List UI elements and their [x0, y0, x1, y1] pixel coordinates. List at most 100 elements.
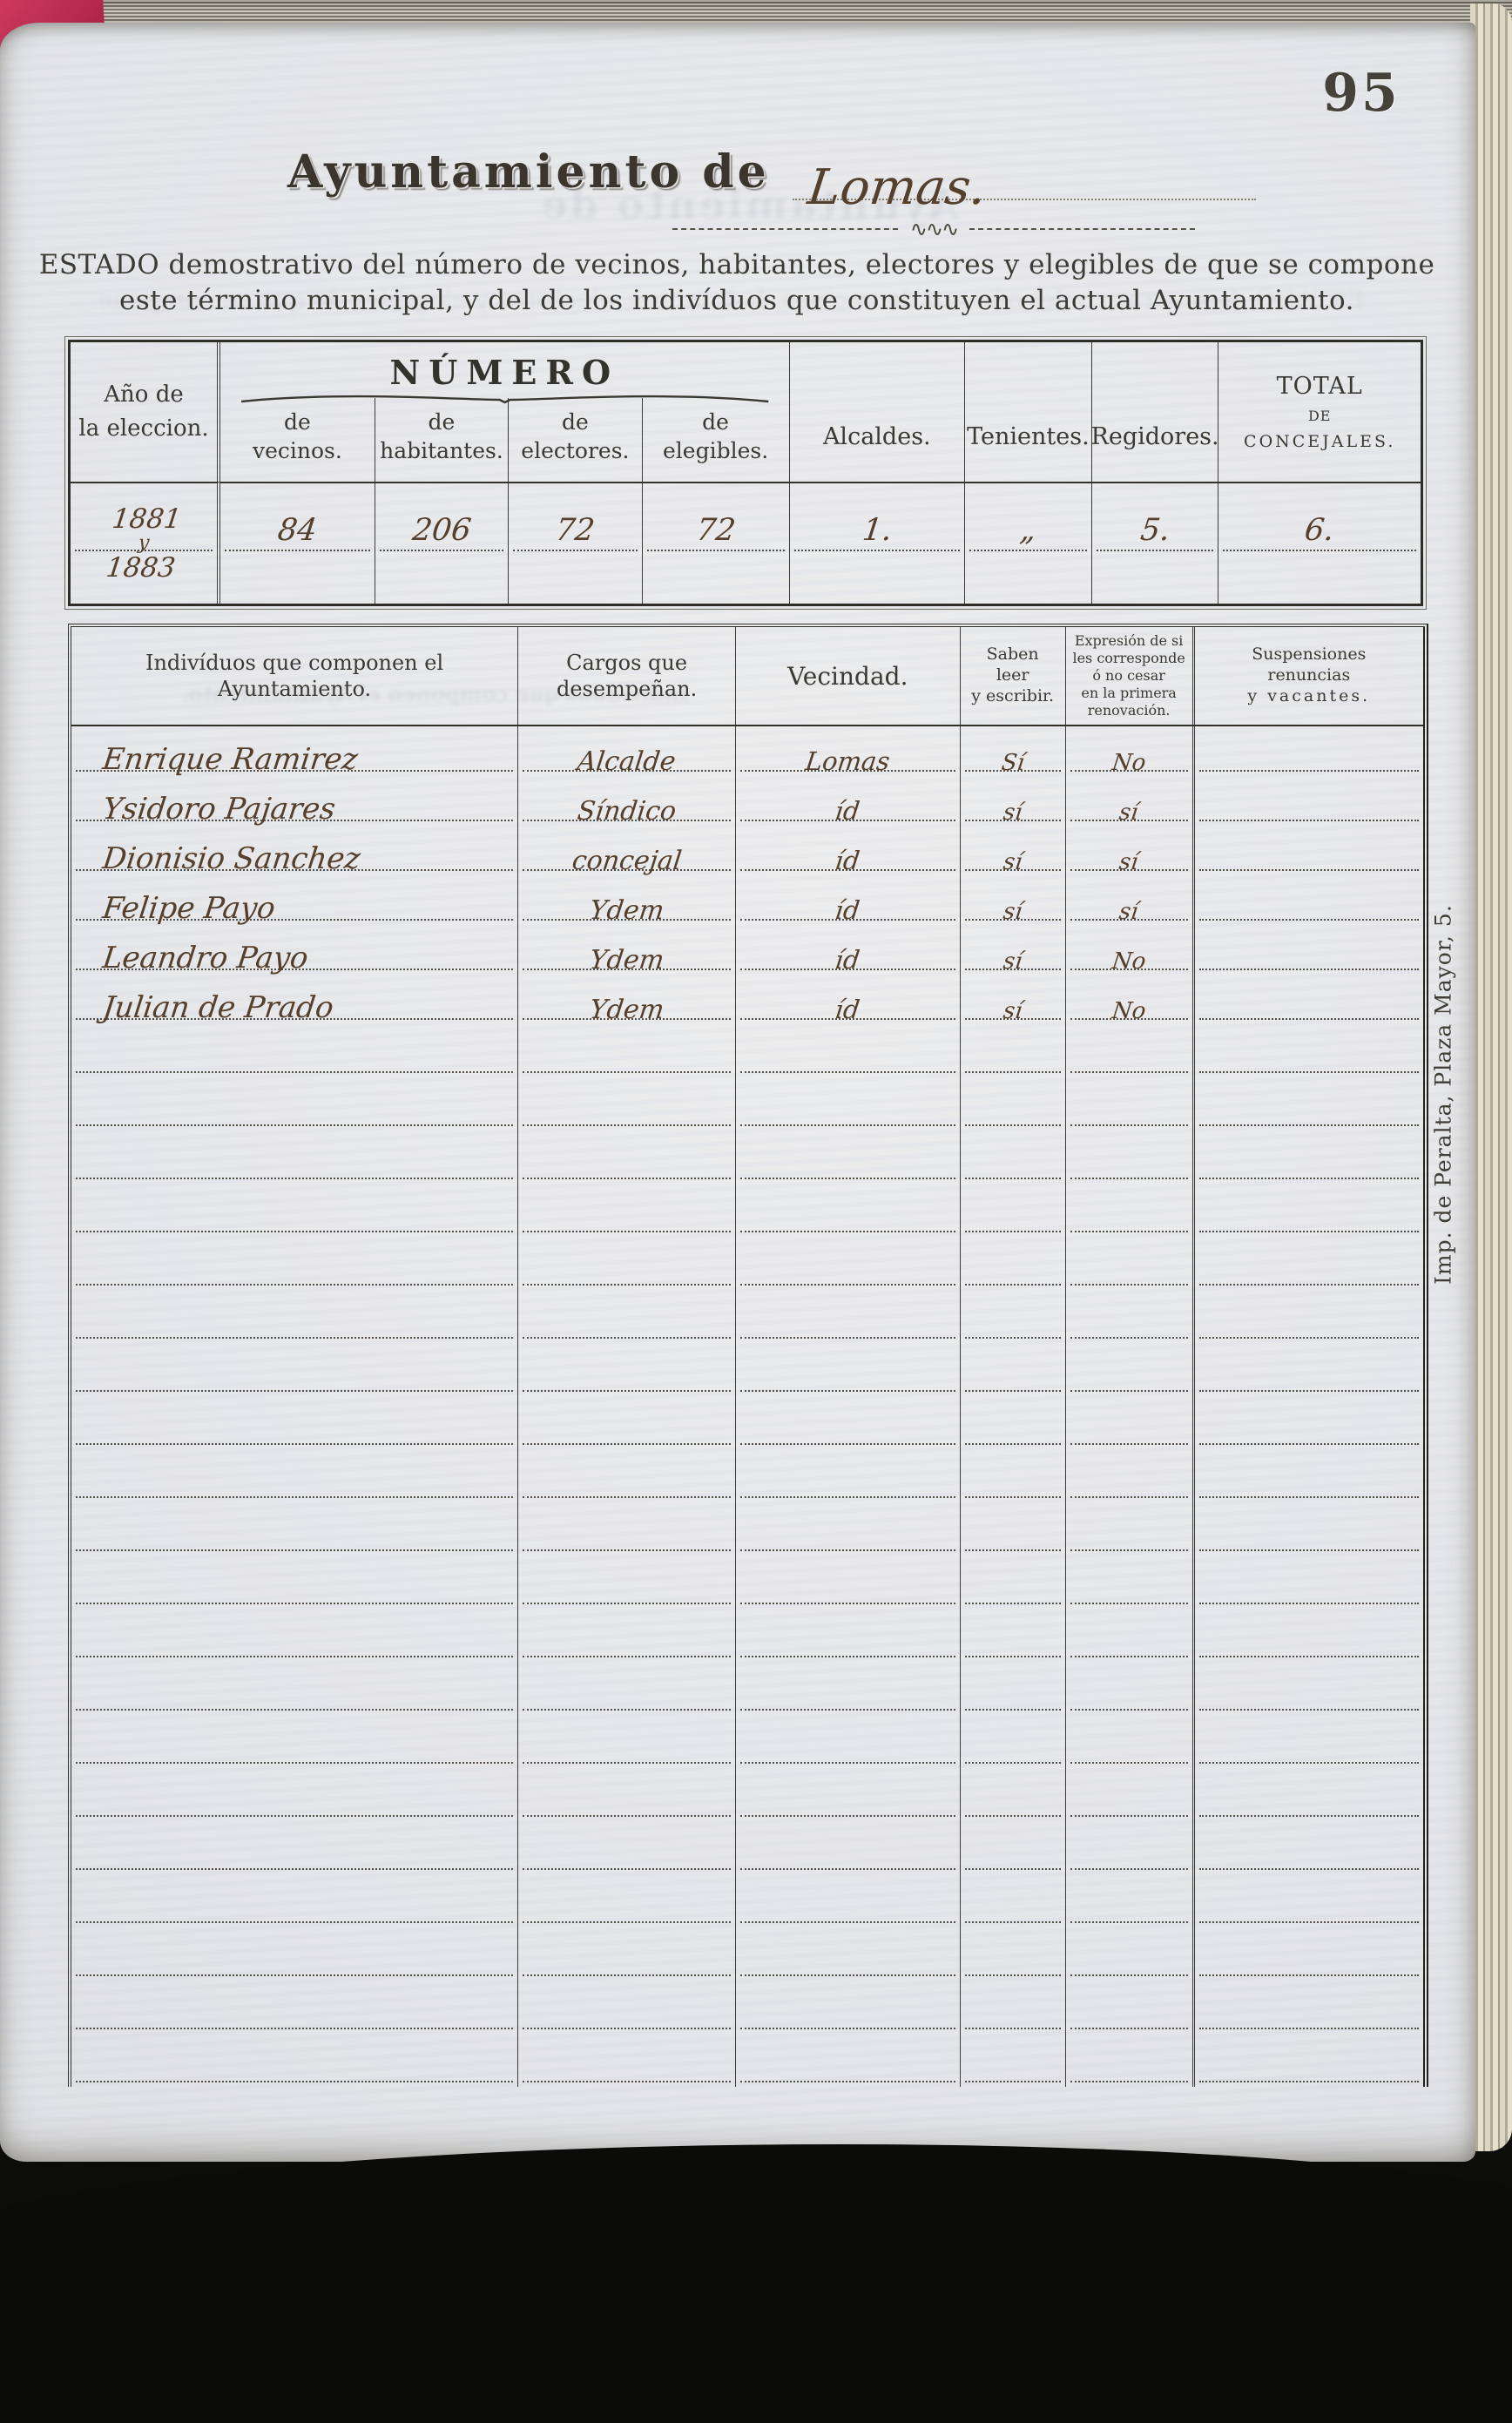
saben-header-line1: Saben — [986, 645, 1039, 665]
table-row — [71, 1024, 1423, 1077]
cell-vecindad: íd — [735, 776, 960, 826]
cell-cargo: Síndico — [517, 776, 735, 827]
cell-cargo: Ydem — [517, 875, 735, 926]
cell-nombre — [71, 1662, 517, 1715]
cell-suspensiones — [1191, 1662, 1423, 1715]
summary-cell-year: 1881 y 1883 — [71, 482, 221, 604]
printer-imprint: Imp. de Peralta, Plaza Mayor, 5. — [1430, 904, 1456, 1286]
expresion-value: No — [1110, 948, 1148, 975]
table-row — [71, 1768, 1423, 1821]
summary-header-numero: NÚMERO — [220, 342, 789, 404]
photo-bottom-shadow — [0, 2144, 1512, 2423]
total-header-line3: CONCEJALES. — [1244, 432, 1396, 451]
cell-cargo — [517, 1821, 735, 1874]
cell-expresion — [1064, 2034, 1192, 2087]
cell-nombre — [71, 1981, 517, 2034]
vecindad-value: íd — [834, 796, 862, 827]
cell-expresion: sí — [1064, 875, 1192, 925]
summary-cell-elegibles: 72 — [641, 482, 789, 604]
habitantes-value: 206 — [410, 512, 473, 548]
intro-paragraph: ESTADO demostrativo del número de vecino… — [35, 247, 1439, 319]
cell-saben — [959, 1981, 1065, 2034]
cell-suspensiones — [1191, 1024, 1423, 1077]
cell-nombre — [71, 1609, 517, 1662]
cell-expresion — [1064, 1609, 1192, 1662]
nombre-value: Dionisio Sanchez — [100, 841, 362, 877]
expresion-header-line5: renovación. — [1087, 702, 1171, 719]
saben-value: Sí — [999, 749, 1026, 776]
cell-saben — [959, 1715, 1065, 1768]
cell-expresion — [1064, 1237, 1192, 1290]
cell-nombre — [71, 1502, 517, 1556]
cell-suspensiones — [1191, 1981, 1423, 2034]
intro-line-2: este término municipal, y del de los ind… — [119, 284, 1354, 316]
cell-expresion: sí — [1064, 826, 1192, 875]
summary-cell-alcaldes: 1. — [788, 482, 965, 604]
expresion-value: sí — [1117, 898, 1140, 925]
cargo-value: Ydem — [587, 944, 666, 975]
alcaldes-header-label: Alcaldes. — [822, 423, 931, 450]
table-row: Felipe Payo Ydem íd sí sí — [71, 875, 1423, 926]
table-row: Enrique Ramirez Alcalde Lomas Sí No — [71, 726, 1423, 777]
summary-header-total: TOTAL DE CONCEJALES. — [1218, 342, 1421, 482]
table-row — [71, 1396, 1423, 1449]
cell-saben: sí — [959, 776, 1065, 826]
nombre-value: Leandro Payo — [100, 941, 310, 976]
cell-vecindad: íd — [735, 975, 960, 1024]
cell-suspensiones — [1191, 975, 1423, 1024]
cell-saben — [959, 2034, 1065, 2087]
ornament-line-left — [672, 228, 898, 230]
summary-header-vecinos: de vecinos. — [220, 398, 375, 482]
saben-header-line3: y escribir. — [971, 685, 1055, 705]
saben-value: sí — [1001, 948, 1024, 975]
cell-expresion — [1064, 1821, 1192, 1874]
summary-cell-habitantes: 206 — [374, 482, 509, 604]
summary-header-habitantes: de habitantes. — [374, 398, 508, 482]
cell-suspensiones — [1191, 1502, 1423, 1556]
saben-value: sí — [1001, 997, 1024, 1024]
total-header-line2: DE — [1307, 408, 1332, 424]
title-handwritten-municipality: Lomas. — [804, 159, 989, 216]
cell-saben — [959, 1237, 1065, 1290]
cell-nombre — [71, 1715, 517, 1768]
cargos-header-label: Cargos que desempeñan. — [556, 651, 698, 701]
cell-expresion — [1064, 1396, 1192, 1449]
expresion-value: No — [1110, 997, 1148, 1024]
cell-saben: sí — [959, 826, 1065, 875]
cell-saben: Sí — [959, 726, 1065, 776]
cell-saben — [959, 1184, 1065, 1237]
cell-cargo — [517, 1768, 735, 1821]
cell-cargo — [517, 1556, 735, 1609]
cell-vecindad — [735, 1768, 960, 1821]
cell-vecindad — [735, 1449, 960, 1502]
cell-saben — [959, 1927, 1065, 1981]
regidores-header-label: Regidores. — [1090, 423, 1219, 450]
summary-header-year: Año de la eleccion. — [71, 342, 221, 482]
year-value-mid: y — [137, 532, 151, 555]
cargo-value: Síndico — [575, 795, 678, 827]
vecinos-header-line1: de — [283, 409, 311, 435]
cell-saben — [959, 1077, 1065, 1131]
cell-saben — [959, 1343, 1065, 1396]
cell-saben: sí — [959, 925, 1065, 975]
alcaldes-value: 1. — [860, 512, 894, 548]
cell-nombre — [71, 1449, 517, 1502]
expresion-header-line3: ó no cesar — [1092, 667, 1165, 684]
expresion-header-line4: en la primera — [1081, 685, 1177, 701]
total-value: 6. — [1303, 512, 1337, 548]
cell-expresion — [1064, 1449, 1192, 1502]
cell-nombre — [71, 1556, 517, 1609]
table-row — [71, 1821, 1423, 1874]
title-dotted-line: Lomas. — [792, 124, 1256, 216]
cell-cargo: Ydem — [517, 975, 735, 1025]
saben-value: sí — [1001, 898, 1024, 925]
cell-vecindad — [735, 1131, 960, 1184]
summary-cell-vecinos: 84 — [220, 482, 375, 604]
summary-cell-total: 6. — [1218, 482, 1421, 604]
cell-saben — [959, 1290, 1065, 1343]
cell-cargo — [517, 1981, 735, 2034]
cell-expresion: No — [1064, 726, 1192, 776]
suspensiones-header-line3: y vacantes. — [1247, 685, 1371, 705]
individuos-header-label: Indivíduos que componen el Ayuntamiento. — [145, 651, 444, 701]
cell-saben — [959, 1821, 1065, 1874]
